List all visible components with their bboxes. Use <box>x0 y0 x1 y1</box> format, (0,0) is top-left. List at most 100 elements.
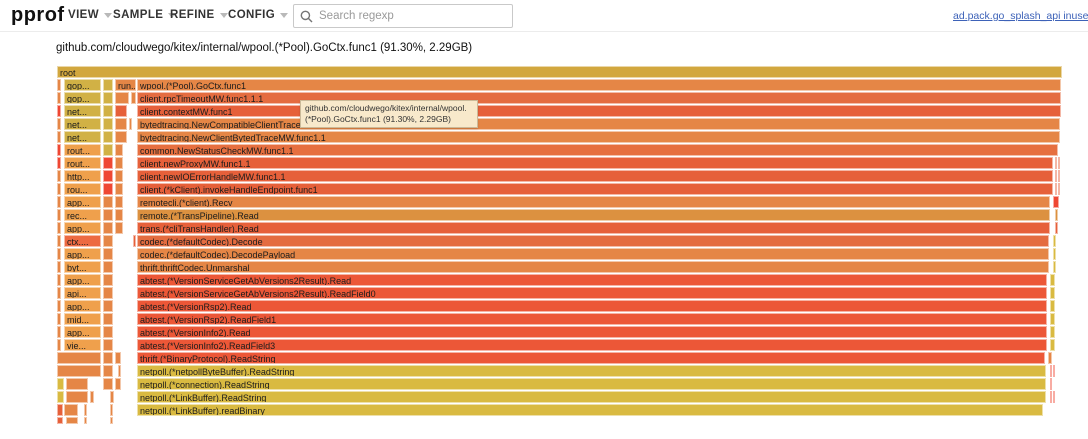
flame-block[interactable] <box>1050 391 1052 403</box>
flame-frame[interactable]: netpoll.(*connection).ReadString <box>137 378 1046 390</box>
flame-block[interactable] <box>103 248 113 260</box>
menu-view[interactable]: VIEW <box>68 9 112 21</box>
flame-block[interactable] <box>57 300 61 312</box>
flame-frame[interactable]: netpoll.(*netpollByteBuffer).ReadString <box>137 365 1046 377</box>
flame-frame[interactable]: rout... <box>64 157 101 169</box>
flame-block[interactable] <box>103 339 113 351</box>
flame-block[interactable] <box>57 274 61 286</box>
flame-frame[interactable]: net... <box>64 118 101 130</box>
flame-block[interactable] <box>1053 248 1056 260</box>
flame-block[interactable] <box>103 131 113 143</box>
flame-block[interactable] <box>103 144 113 156</box>
flame-block[interactable] <box>103 261 113 273</box>
flame-block[interactable] <box>57 92 61 104</box>
flame-frame[interactable]: client.rpcTimeoutMW.func1.1.1 <box>137 92 1061 104</box>
menu-config[interactable]: CONFIG <box>228 9 289 21</box>
flame-block[interactable] <box>129 118 132 130</box>
flame-block[interactable] <box>1055 183 1057 195</box>
flame-frame[interactable]: codec.(*defaultCodec).DecodePayload <box>137 248 1049 260</box>
flame-block[interactable] <box>1048 352 1052 364</box>
flame-block[interactable] <box>1053 365 1055 377</box>
flame-frame[interactable]: bytedtracing.NewCompatibleClientTracerMW… <box>137 118 1060 130</box>
search-input[interactable] <box>319 10 506 22</box>
flame-block[interactable] <box>57 144 61 156</box>
flame-frame[interactable]: wpool.(*Pool).GoCtx.func1 <box>137 79 1061 91</box>
flame-block[interactable] <box>90 391 94 403</box>
flame-block[interactable] <box>57 131 61 143</box>
flame-block[interactable] <box>133 235 136 247</box>
flame-block[interactable] <box>1055 222 1058 234</box>
flame-block[interactable] <box>64 404 78 416</box>
menu-refine[interactable]: REFINE <box>170 9 228 21</box>
flame-block[interactable] <box>57 105 61 117</box>
flame-block[interactable] <box>103 118 113 130</box>
flame-frame[interactable]: app... <box>64 222 101 234</box>
flame-block[interactable] <box>1053 196 1059 208</box>
flame-block[interactable] <box>1058 183 1060 195</box>
flame-frame[interactable]: client.(*kClient).invokeHandleEndpoint.f… <box>137 183 1053 195</box>
flame-frame[interactable]: thrift.thriftCodec.Unmarshal <box>137 261 1049 273</box>
flame-block[interactable] <box>57 235 61 247</box>
flame-frame[interactable]: app... <box>64 274 101 286</box>
flame-frame[interactable]: rou... <box>64 183 101 195</box>
flame-block[interactable] <box>110 391 114 403</box>
flame-frame[interactable]: abtest.(*VersionRsp2).ReadField1 <box>137 313 1047 325</box>
flame-block[interactable] <box>1050 313 1055 325</box>
flame-frame[interactable]: remotecli.(*client).Recv <box>137 196 1050 208</box>
flame-block[interactable] <box>57 222 61 234</box>
flame-block[interactable] <box>103 378 113 390</box>
flame-block[interactable] <box>1053 235 1056 247</box>
flame-block[interactable] <box>1050 274 1055 286</box>
profile-link[interactable]: ad.pack.go_splash_api inuse_sp <box>953 10 1088 22</box>
flame-block[interactable] <box>1055 157 1057 169</box>
flame-block[interactable] <box>115 144 123 156</box>
flame-block[interactable] <box>110 417 113 424</box>
flame-block[interactable] <box>103 287 113 299</box>
flame-frame[interactable]: abtest.(*VersionServiceGetAbVersions2Res… <box>137 287 1047 299</box>
flame-frame[interactable]: app... <box>64 196 101 208</box>
flame-block[interactable] <box>118 365 121 377</box>
flame-frame[interactable]: vie... <box>64 339 101 351</box>
flame-block[interactable] <box>1058 157 1060 169</box>
flame-frame[interactable]: trans.(*cliTransHandler).Read <box>137 222 1050 234</box>
flame-frame[interactable]: abtest.(*VersionRsp2).Read <box>137 300 1047 312</box>
flame-block[interactable] <box>103 222 113 234</box>
flame-frame[interactable]: abtest.(*VersionInfo2).ReadField3 <box>137 339 1047 351</box>
flame-block[interactable] <box>57 352 101 364</box>
flame-block[interactable] <box>115 92 129 104</box>
flame-block[interactable] <box>103 92 113 104</box>
flame-frame[interactable]: bytedtracing.NewClientBytedTraceMW.func1… <box>137 131 1060 143</box>
flame-block[interactable] <box>57 313 61 325</box>
flame-frame[interactable]: rout... <box>64 144 101 156</box>
flame-block[interactable] <box>115 209 123 221</box>
flame-frame[interactable]: remote.(*TransPipeline).Read <box>137 209 1050 221</box>
flame-block[interactable] <box>57 248 61 260</box>
flame-frame[interactable]: net... <box>64 105 101 117</box>
flame-frame[interactable]: gop... <box>64 79 101 91</box>
flame-block[interactable] <box>103 105 113 117</box>
flame-block[interactable] <box>103 170 113 182</box>
flame-frame[interactable]: thrift.(*BinaryProtocol).ReadString <box>137 352 1045 364</box>
flame-frame[interactable]: codec.(*defaultCodec).Decode <box>137 235 1049 247</box>
flame-block[interactable] <box>115 183 123 195</box>
flame-block[interactable] <box>1055 170 1057 182</box>
flame-frame[interactable]: ctx.... <box>64 235 101 247</box>
flame-block[interactable] <box>131 92 136 104</box>
flame-block[interactable] <box>115 222 123 234</box>
flame-block[interactable] <box>1053 391 1055 403</box>
flame-block[interactable] <box>103 326 113 338</box>
flame-block[interactable] <box>57 261 61 273</box>
flame-block[interactable] <box>103 209 113 221</box>
flame-block[interactable] <box>115 105 127 117</box>
flame-block[interactable] <box>1050 300 1055 312</box>
flame-block[interactable] <box>66 417 78 424</box>
flame-block[interactable] <box>115 196 123 208</box>
flame-block[interactable] <box>115 170 123 182</box>
flame-frame[interactable]: client.newProxyMW.func1.1 <box>137 157 1053 169</box>
flame-block[interactable] <box>57 417 63 424</box>
flame-frame[interactable]: api... <box>64 287 101 299</box>
flame-frame[interactable]: common.NewStatusCheckMW.func1.1 <box>137 144 1058 156</box>
flame-block[interactable] <box>57 170 61 182</box>
flame-block[interactable] <box>57 79 61 91</box>
flame-frame[interactable]: app... <box>64 300 101 312</box>
